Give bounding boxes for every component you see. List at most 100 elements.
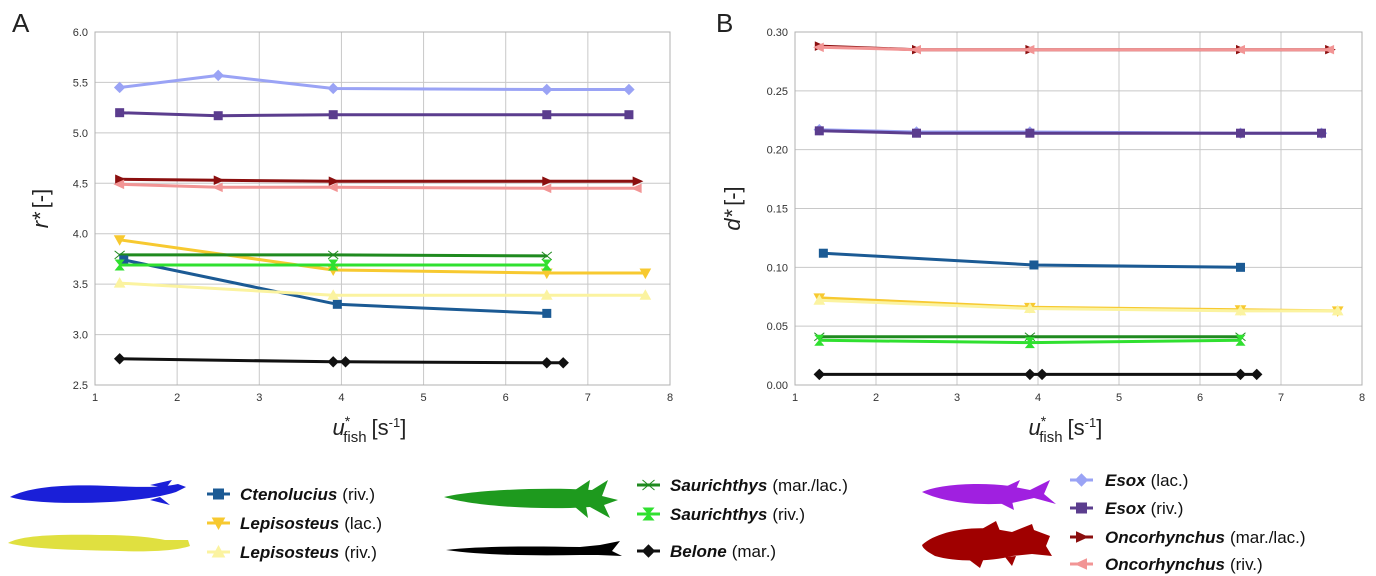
data-point	[327, 250, 339, 260]
grid	[794, 31, 1363, 386]
y-axis-unit: [-]	[720, 186, 745, 206]
x-tick-label: 6	[1197, 392, 1203, 404]
data-point	[1234, 368, 1247, 381]
legend-genus: Lepisosteus	[240, 543, 339, 562]
x-axis-sub: fish	[343, 429, 366, 446]
x-axis-symbol: u	[1029, 415, 1041, 440]
x-tick-label: 7	[1278, 392, 1284, 404]
series-line	[119, 177, 638, 183]
x-tick-label: 3	[954, 392, 960, 404]
data-point	[632, 176, 644, 187]
data-point	[813, 42, 824, 53]
y-tick-label: 3.0	[73, 330, 88, 342]
data-point	[623, 83, 635, 96]
x-axis-unit: [s	[372, 415, 389, 440]
data-point	[1234, 44, 1245, 55]
ctenolucius-body	[10, 484, 186, 503]
legend-habitat: (riv.)	[1151, 499, 1184, 518]
data-point	[213, 175, 225, 186]
data-point	[540, 183, 552, 194]
series-saurichthys-riv	[114, 259, 552, 271]
series-saurichthys-mar-lac	[114, 250, 553, 261]
data-point	[1236, 262, 1245, 272]
x-axis-unit: [s	[1068, 415, 1085, 440]
y-tick-label: 0.10	[767, 262, 788, 274]
legend: Ctenolucius (riv.)Lepisosteus (lac.)Lepiso…	[8, 471, 1306, 574]
data-point	[818, 248, 828, 258]
legend-entry-esox-riv: Esox (riv.)	[1070, 499, 1183, 518]
x-tick-label: 8	[667, 392, 673, 404]
data-point	[1025, 128, 1035, 138]
data-point	[540, 289, 553, 300]
oncorhynchus-fins	[968, 521, 1016, 568]
lepisosteus-body	[8, 534, 190, 552]
data-point	[1250, 368, 1263, 381]
legend-group-2: Saurichthys (mar./lac.) Saurichthys (riv.) B…	[444, 476, 848, 561]
x-tick-label: 2	[873, 392, 879, 404]
data-point	[624, 110, 634, 120]
legend-label: Esox (lac.)	[1105, 471, 1188, 490]
legend-habitat: (lac.)	[1151, 471, 1189, 490]
data-point	[912, 128, 921, 138]
x-axis-sup: *	[345, 413, 351, 429]
series-belone-mar	[113, 353, 569, 369]
y-tick-label: 4.5	[73, 178, 88, 190]
data-point	[332, 299, 342, 309]
legend-label: Belone (mar.)	[670, 542, 776, 561]
legend-genus: Oncorhynchus	[1105, 555, 1225, 574]
data-point	[557, 357, 569, 369]
series-esox-riv	[814, 126, 1326, 138]
data-point	[813, 368, 826, 381]
y-tick-label: 0.25	[767, 86, 788, 98]
legend-entry-lepisosteus-lac: Lepisosteus (lac.)	[207, 514, 382, 533]
legend-genus: Esox	[1105, 471, 1147, 490]
saurichthys-silhouette	[444, 480, 618, 518]
series-lepisosteus-riv	[113, 277, 652, 300]
data-point	[327, 82, 339, 95]
belone-silhouette	[446, 541, 622, 556]
data-point	[542, 176, 554, 187]
data-point	[1323, 44, 1335, 55]
series-ctenolucius-riv	[818, 248, 1245, 272]
x-axis-unit-sup: -1	[1085, 415, 1097, 430]
y-tick-label: 0.05	[767, 321, 788, 333]
x-tick-label: 5	[421, 392, 427, 404]
legend-entry-esox-lac: Esox (lac.)	[1070, 471, 1188, 490]
data-point	[541, 83, 553, 96]
data-point	[1317, 128, 1326, 138]
data-point	[541, 259, 552, 271]
y-tick-label: 2.5	[73, 380, 88, 392]
x-tick-label: 4	[338, 392, 344, 404]
belone-body	[446, 541, 622, 556]
legend-label: Ctenolucius (riv.)	[240, 485, 375, 504]
y-tick-label: 4.0	[73, 229, 88, 241]
saurichthys-fins	[575, 480, 590, 518]
legend-swatch-marker	[1074, 473, 1089, 487]
legend-swatch-marker	[641, 544, 656, 558]
legend-swatch-marker	[1074, 558, 1087, 570]
data-point	[1236, 128, 1245, 138]
data-point	[113, 353, 126, 365]
legend-entry-oncorhynchus-riv: Oncorhynchus (riv.)	[1070, 555, 1263, 574]
data-point	[328, 259, 339, 271]
data-point	[115, 108, 125, 118]
legend-habitat: (mar.)	[732, 542, 776, 561]
legend-habitat: (lac.)	[344, 514, 382, 533]
oncorhynchus-silhouette	[922, 521, 1052, 568]
data-point	[326, 182, 338, 193]
data-point	[113, 235, 126, 246]
esox-fins	[1000, 480, 1020, 510]
series-line	[119, 182, 638, 190]
data-point	[541, 357, 553, 369]
data-point	[639, 289, 652, 300]
data-point	[115, 174, 126, 185]
plot-frame	[94, 31, 671, 386]
x-tick-label: 5	[1116, 392, 1122, 404]
data-point	[1235, 334, 1246, 346]
series-oncorhynchus-mar-lac	[115, 174, 644, 187]
data-point	[639, 268, 652, 280]
x-axis-unit-close: ]	[1096, 415, 1102, 440]
legend-swatch-marker	[642, 479, 655, 491]
series-esox-lac	[113, 69, 635, 96]
x-axis-sup: *	[1041, 413, 1047, 429]
